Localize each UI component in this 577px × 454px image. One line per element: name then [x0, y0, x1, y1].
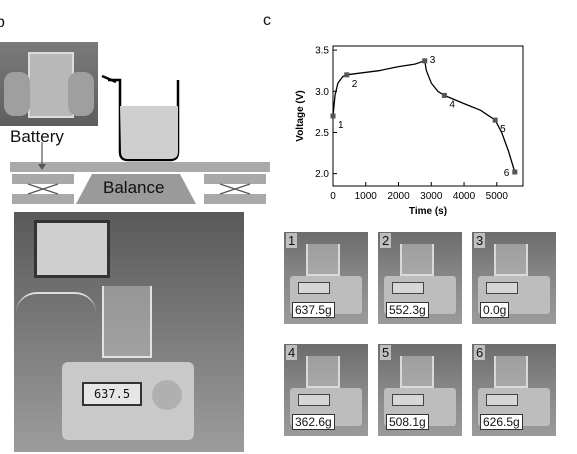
thumbnail-5: 5 508.1g: [378, 344, 462, 436]
y-tick-label: 2.5: [315, 128, 329, 139]
thumbnail-2: 2 552.3g: [378, 232, 462, 324]
y-tick-label: 3.5: [315, 46, 329, 57]
x-tick-label: 3000: [420, 191, 443, 202]
thumbnail-number: 2: [380, 233, 392, 248]
point-label-2: 2: [352, 79, 358, 90]
y-axis-label: Voltage (V): [295, 90, 306, 141]
thumbnail-4: 4 362.6g: [284, 344, 368, 436]
panel-b-letter: b: [0, 14, 5, 31]
data-point-3: [422, 58, 428, 64]
battery-label: Battery: [10, 127, 64, 146]
balance-label: Balance: [103, 178, 165, 197]
balance-schematic: [10, 74, 270, 204]
x-tick-label: 0: [330, 191, 336, 202]
scale-display: 637.5: [82, 382, 142, 406]
x-tick-label: 1000: [355, 191, 378, 202]
x-tick-label: 5000: [486, 191, 509, 202]
thumbnail-number: 6: [474, 345, 486, 360]
voltage-curve: [332, 59, 516, 173]
thumbnail-mass: 508.1g: [386, 414, 429, 430]
thumbnail-mass: 552.3g: [386, 302, 429, 318]
beaker-icon: [101, 74, 180, 162]
thumbnail-3: 3 0.0g: [472, 232, 556, 324]
thumbnail-number: 1: [286, 233, 298, 248]
thumbnail-6: 6 626.5g: [472, 344, 556, 436]
point-label-4: 4: [449, 99, 455, 110]
data-point-6: [512, 169, 518, 175]
lab-setup-photo: 637.5: [14, 212, 244, 452]
thumbnail-mass: 362.6g: [292, 414, 335, 430]
thumbnail-number: 3: [474, 233, 486, 248]
thumbnail-1: 1 637.5g: [284, 232, 368, 324]
x-tick-label: 4000: [453, 191, 476, 202]
y-tick-label: 2.0: [315, 169, 329, 180]
data-point-4: [441, 92, 447, 98]
thumbnail-mass: 637.5g: [292, 302, 335, 318]
data-point-1: [330, 113, 336, 119]
data-point-2: [344, 72, 350, 78]
thumbnail-number: 4: [286, 345, 298, 360]
point-label-5: 5: [500, 124, 506, 135]
thumbnail-number: 5: [380, 345, 392, 360]
x-tick-label: 2000: [387, 191, 410, 202]
panel-c-letter: c: [263, 12, 271, 29]
battery-photo: [0, 42, 98, 126]
point-label-6: 6: [504, 168, 510, 179]
voltage-chart: 0 1000 2000 3000 4000 5000 2.0 2.5 3.0 3.5 Time (s…: [295, 45, 524, 217]
thumbnail-mass: 626.5g: [480, 414, 523, 430]
point-label-3: 3: [430, 55, 436, 66]
plot-frame: [332, 45, 524, 187]
x-axis-label: Time (s): [409, 206, 447, 217]
data-point-5: [492, 117, 498, 123]
point-label-1: 1: [338, 120, 344, 131]
thumbnail-mass: 0.0g: [480, 302, 510, 318]
y-tick-label: 3.0: [315, 87, 329, 98]
